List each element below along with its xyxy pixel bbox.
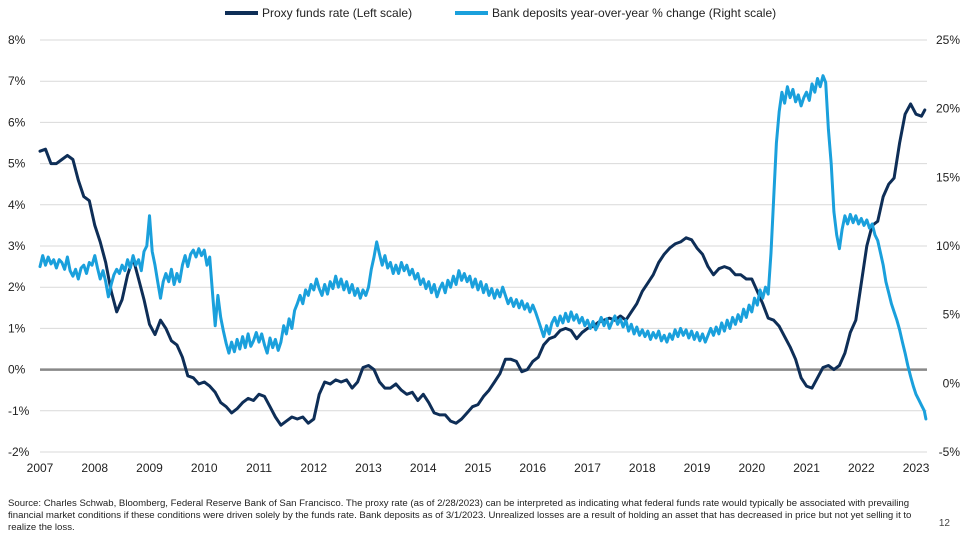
proxy-funds-rate-line [38, 102, 927, 427]
x-axis-tick-label: 2019 [684, 461, 711, 475]
right-axis-tick-label: 5% [943, 308, 961, 322]
right-axis-tick-label: 0% [943, 376, 961, 390]
right-axis-tick-label: 15% [936, 170, 960, 184]
x-axis-tick-label: 2015 [465, 461, 492, 475]
x-axis-tick-label: 2012 [300, 461, 327, 475]
x-axis-tick-label: 2007 [27, 461, 54, 475]
left-axis-tick-label: 3% [8, 239, 26, 253]
bank-deposits-line [38, 74, 928, 421]
left-axis-ticks: 8% 7% 6% 5% 4% 3% 2% 1% 0% -1% -2% [8, 33, 30, 459]
x-axis-tick-label: 2022 [848, 461, 875, 475]
x-axis-ticks: 2007 2008 2009 2010 2011 2012 2013 2014 2015 2016… [27, 461, 930, 475]
left-axis-tick-label: 7% [8, 74, 26, 88]
x-axis-tick-label: 2011 [246, 461, 272, 475]
x-axis-tick-label: 2017 [574, 461, 601, 475]
left-axis-tick-label: 0% [8, 363, 26, 377]
left-axis-tick-label: -1% [8, 404, 30, 418]
x-axis-tick-label: 2021 [793, 461, 820, 475]
grid-lines [40, 39, 927, 453]
x-axis-tick-label: 2023 [903, 461, 930, 475]
source-footnote: Source: Charles Schwab, Bloomberg, Feder… [8, 498, 912, 533]
left-axis-tick-label: 1% [8, 321, 26, 335]
right-axis-tick-label: -5% [939, 445, 961, 459]
right-axis-tick-label: 20% [936, 102, 960, 116]
right-axis-tick-label: 10% [936, 239, 960, 253]
left-axis-tick-label: 6% [8, 115, 26, 129]
left-axis-tick-label: -2% [8, 445, 30, 459]
x-axis-tick-label: 2013 [355, 461, 382, 475]
chart: Proxy funds rate (Left scale) Bank deposi… [8, 6, 960, 475]
x-axis-tick-label: 2014 [410, 461, 437, 475]
x-axis-tick-label: 2009 [136, 461, 163, 475]
x-axis-tick-label: 2020 [738, 461, 765, 475]
right-axis-ticks: 25% 20% 15% 10% 5% 0% -5% [936, 33, 960, 459]
legend-label-bank-deposits: Bank deposits year-over-year % change (R… [492, 6, 776, 20]
legend-label-proxy-funds-rate: Proxy funds rate (Left scale) [262, 6, 412, 20]
page-number: 12 [938, 518, 950, 529]
x-axis-tick-label: 2018 [629, 461, 656, 475]
chart-legend: Proxy funds rate (Left scale) Bank deposi… [225, 6, 776, 20]
right-axis-tick-label: 25% [936, 33, 960, 47]
left-axis-tick-label: 8% [8, 33, 26, 47]
x-axis-tick-label: 2008 [81, 461, 108, 475]
left-axis-tick-label: 4% [8, 198, 26, 212]
left-axis-tick-label: 5% [8, 157, 26, 171]
x-axis-tick-label: 2016 [519, 461, 546, 475]
series-lines [38, 74, 928, 427]
x-axis-tick-label: 2010 [191, 461, 218, 475]
left-axis-tick-label: 2% [8, 280, 26, 294]
